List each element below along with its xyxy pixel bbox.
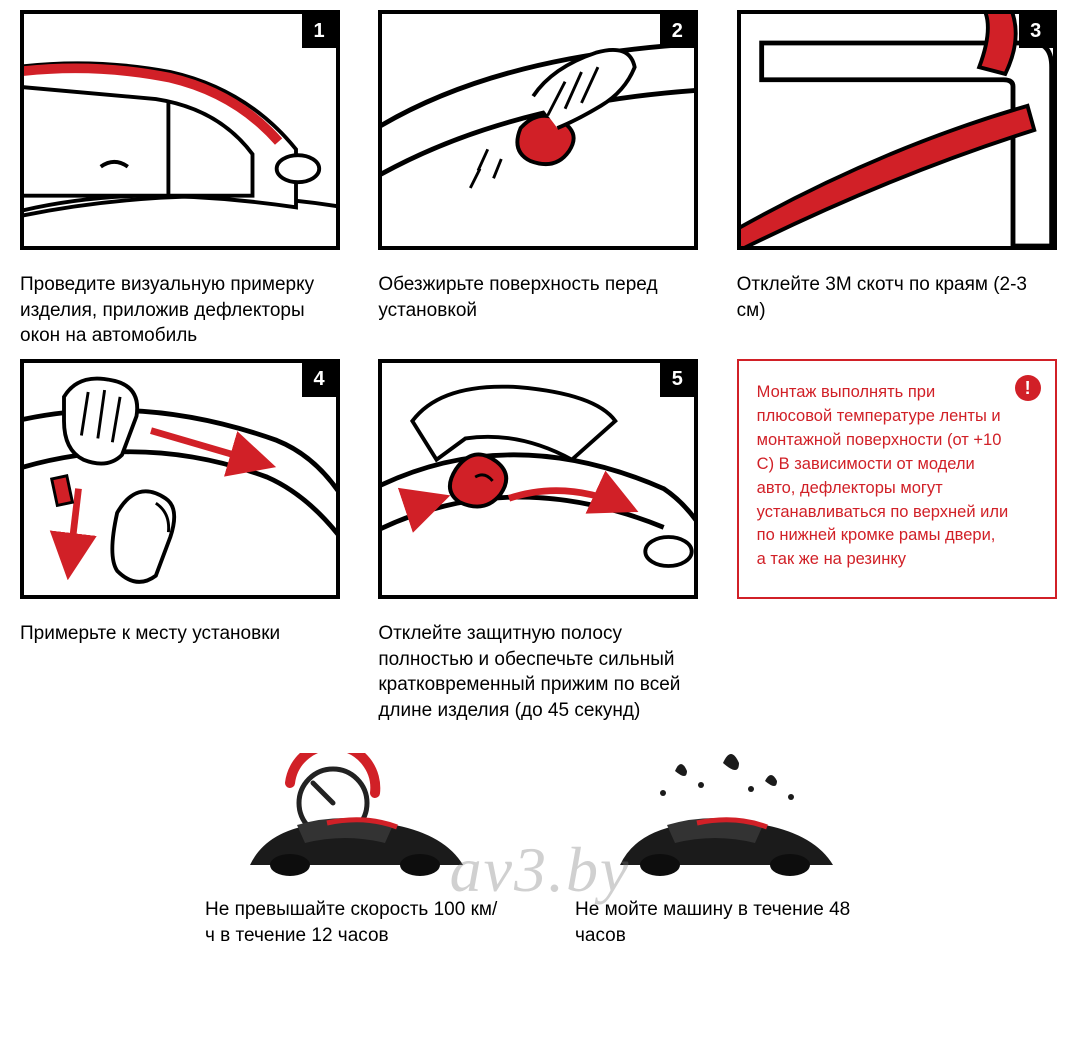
step-number-badge: 2 bbox=[660, 14, 694, 48]
step-3-panel: 3 bbox=[737, 10, 1057, 250]
step-1-caption: Проведите визуальную примерку изделия, п… bbox=[20, 272, 343, 349]
step-5-caption: Отклейте защитную полосу полностью и обе… bbox=[378, 621, 701, 724]
step-number-badge: 3 bbox=[1019, 14, 1053, 48]
tip-speed-illustration bbox=[205, 753, 505, 883]
warning-cell: ! Монтаж выполнять при плюсовой температ… bbox=[737, 359, 1060, 724]
tip-speed: Не превышайте скорость 100 км/ч в течени… bbox=[205, 753, 505, 948]
step-2-illustration bbox=[382, 14, 694, 246]
step-4-illustration bbox=[24, 363, 336, 595]
step-1: 1 Проведите визуальную примерку изделия,… bbox=[20, 10, 343, 349]
step-5: 5 Отклейте защитную полосу полностью и о… bbox=[378, 359, 701, 724]
step-1-illustration bbox=[24, 14, 336, 246]
tip-wash-text: Не мойте машину в течение 48 часов bbox=[575, 897, 875, 948]
tip-wash-illustration bbox=[575, 753, 875, 883]
step-2: 2 Обезжирьте поверхность перед установко… bbox=[378, 10, 701, 349]
warning-box: ! Монтаж выполнять при плюсовой температ… bbox=[737, 359, 1057, 599]
step-3-illustration bbox=[741, 14, 1053, 246]
tip-wash: Не мойте машину в течение 48 часов bbox=[575, 753, 875, 948]
warning-icon: ! bbox=[1015, 375, 1041, 401]
step-3: 3 Отклейте 3М скотч по краям (2-3 см) bbox=[737, 10, 1060, 349]
tips-row: Не превышайте скорость 100 км/ч в течени… bbox=[20, 753, 1060, 948]
step-5-illustration bbox=[382, 363, 694, 595]
warning-text: Монтаж выполнять при плюсовой температур… bbox=[757, 381, 1037, 572]
step-2-caption: Обезжирьте поверхность перед установкой bbox=[378, 272, 701, 323]
step-number-badge: 1 bbox=[302, 14, 336, 48]
step-number-badge: 5 bbox=[660, 363, 694, 397]
step-5-panel: 5 bbox=[378, 359, 698, 599]
step-1-panel: 1 bbox=[20, 10, 340, 250]
instruction-grid: 1 Проведите визуальную примерку изделия,… bbox=[20, 10, 1060, 723]
step-4-caption: Примерьте к месту установки bbox=[20, 621, 343, 647]
step-4-panel: 4 bbox=[20, 359, 340, 599]
step-4: 4 Примерьте к месту установки bbox=[20, 359, 343, 724]
step-2-panel: 2 bbox=[378, 10, 698, 250]
step-number-badge: 4 bbox=[302, 363, 336, 397]
step-3-caption: Отклейте 3М скотч по краям (2-3 см) bbox=[737, 272, 1060, 323]
tip-speed-text: Не превышайте скорость 100 км/ч в течени… bbox=[205, 897, 505, 948]
